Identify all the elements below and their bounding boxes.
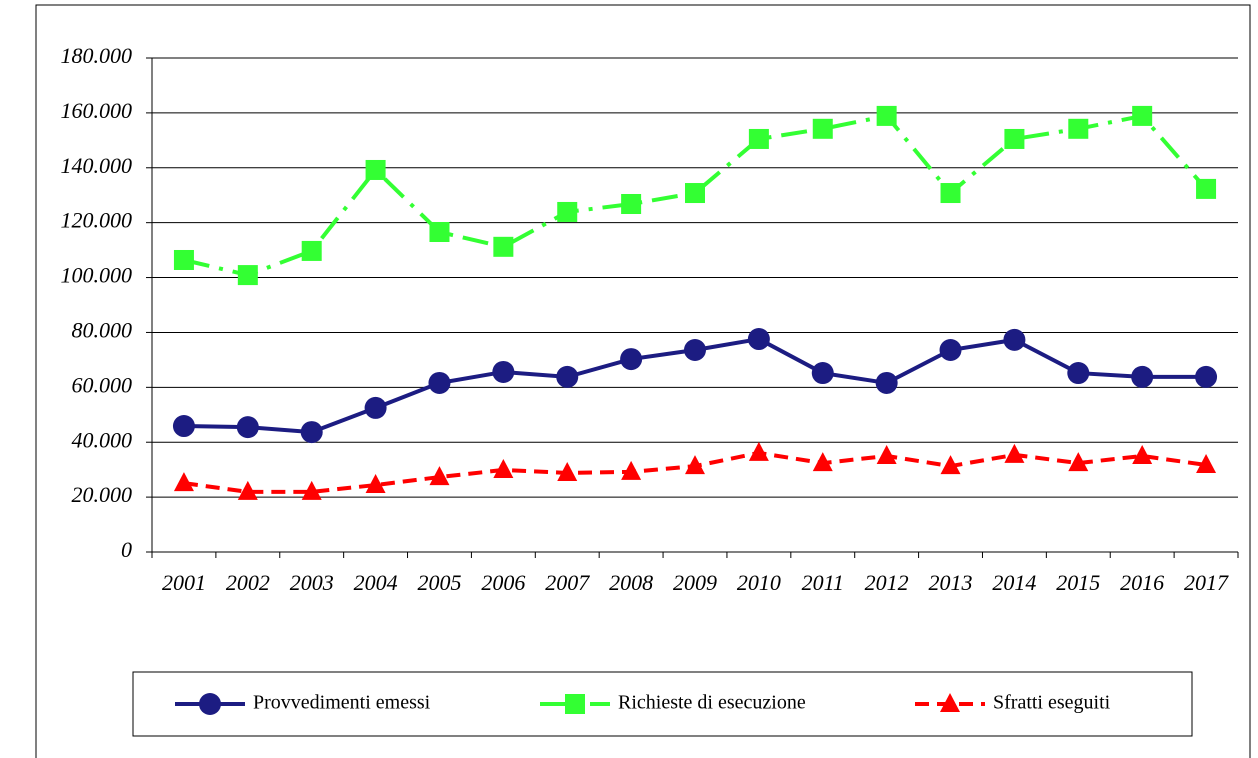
x-tick-label: 2006: [481, 570, 525, 595]
data-point: [620, 348, 643, 371]
data-point: [429, 466, 450, 486]
x-tick-label: 2009: [673, 570, 717, 595]
data-point: [172, 415, 195, 438]
data-point: [684, 339, 706, 362]
x-tick-label: 2014: [992, 570, 1036, 595]
x-tick-label: 2013: [929, 570, 973, 595]
x-tick-label: 2001: [162, 570, 206, 595]
data-point: [237, 480, 258, 500]
data-point: [365, 159, 386, 180]
data-point: [301, 240, 322, 261]
x-tick-label: 2003: [290, 570, 334, 595]
data-point: [685, 455, 705, 475]
x-tick-label: 2004: [354, 570, 398, 595]
data-point: [300, 421, 323, 444]
y-tick-label: 140.000: [61, 153, 133, 178]
data-point: [493, 458, 514, 478]
x-tick-label: 2012: [865, 570, 909, 595]
data-point: [1004, 128, 1025, 149]
data-point: [748, 128, 769, 149]
data-point: [1068, 452, 1089, 472]
y-tick-label: 80.000: [72, 317, 133, 342]
data-point: [492, 360, 515, 383]
x-tick-label: 2011: [802, 570, 844, 595]
data-point: [939, 339, 962, 362]
data-point: [811, 362, 834, 385]
legend-box: [132, 671, 1193, 737]
data-point: [685, 183, 705, 204]
data-point: [1131, 365, 1154, 388]
x-tick-label: 2016: [1120, 570, 1164, 595]
legend-marker: [199, 693, 221, 715]
data-point: [1196, 178, 1217, 199]
data-point: [876, 105, 897, 126]
data-point: [557, 201, 578, 222]
y-tick-label: 60.000: [72, 372, 133, 397]
x-tick-label: 2007: [545, 570, 590, 595]
data-point: [876, 444, 897, 464]
data-point: [556, 365, 579, 388]
y-tick-label: 40.000: [72, 427, 133, 452]
data-point: [1003, 328, 1026, 351]
x-tick-label: 2017: [1184, 570, 1229, 595]
data-point: [621, 460, 642, 480]
data-point: [428, 371, 451, 394]
data-point: [940, 183, 961, 204]
data-point: [748, 441, 769, 461]
y-tick-label: 100.000: [61, 263, 133, 288]
data-point: [236, 416, 259, 439]
data-point: [812, 452, 833, 472]
legend-marker: [565, 694, 585, 714]
x-tick-label: 2010: [737, 570, 781, 595]
data-point: [173, 249, 194, 270]
legend-label: Provvedimenti emessi: [253, 692, 431, 714]
y-tick-label: 180.000: [61, 43, 133, 68]
data-point: [1195, 365, 1218, 388]
data-point: [940, 455, 961, 475]
data-point: [557, 461, 578, 481]
legend-marker: [940, 693, 960, 712]
data-point: [1068, 118, 1089, 139]
data-point: [621, 194, 642, 215]
data-point: [237, 265, 258, 286]
data-point: [493, 236, 514, 257]
data-point: [875, 371, 898, 394]
data-point: [1132, 105, 1153, 126]
data-point: [1196, 454, 1217, 474]
data-point: [364, 396, 387, 419]
data-point: [173, 472, 194, 492]
x-tick-label: 2005: [417, 570, 461, 595]
legend-label: Sfratti eseguiti: [993, 692, 1111, 714]
data-point: [1004, 443, 1025, 463]
x-tick-label: 2002: [226, 570, 270, 595]
y-tick-label: 0: [121, 537, 132, 562]
data-point: [1132, 444, 1153, 464]
y-tick-label: 20.000: [72, 482, 133, 507]
data-point: [301, 480, 322, 500]
chart-frame: [35, 4, 1251, 758]
legend-label: Richieste di esecuzione: [618, 692, 806, 714]
data-point: [429, 221, 450, 242]
y-tick-label: 120.000: [61, 208, 133, 233]
data-point: [1067, 362, 1090, 385]
x-tick-label: 2008: [609, 570, 653, 595]
x-tick-label: 2015: [1056, 570, 1100, 595]
data-point: [812, 118, 833, 139]
series-line: [183, 113, 1208, 278]
data-point: [365, 474, 386, 494]
y-tick-label: 160.000: [61, 98, 133, 123]
data-point: [747, 328, 770, 351]
